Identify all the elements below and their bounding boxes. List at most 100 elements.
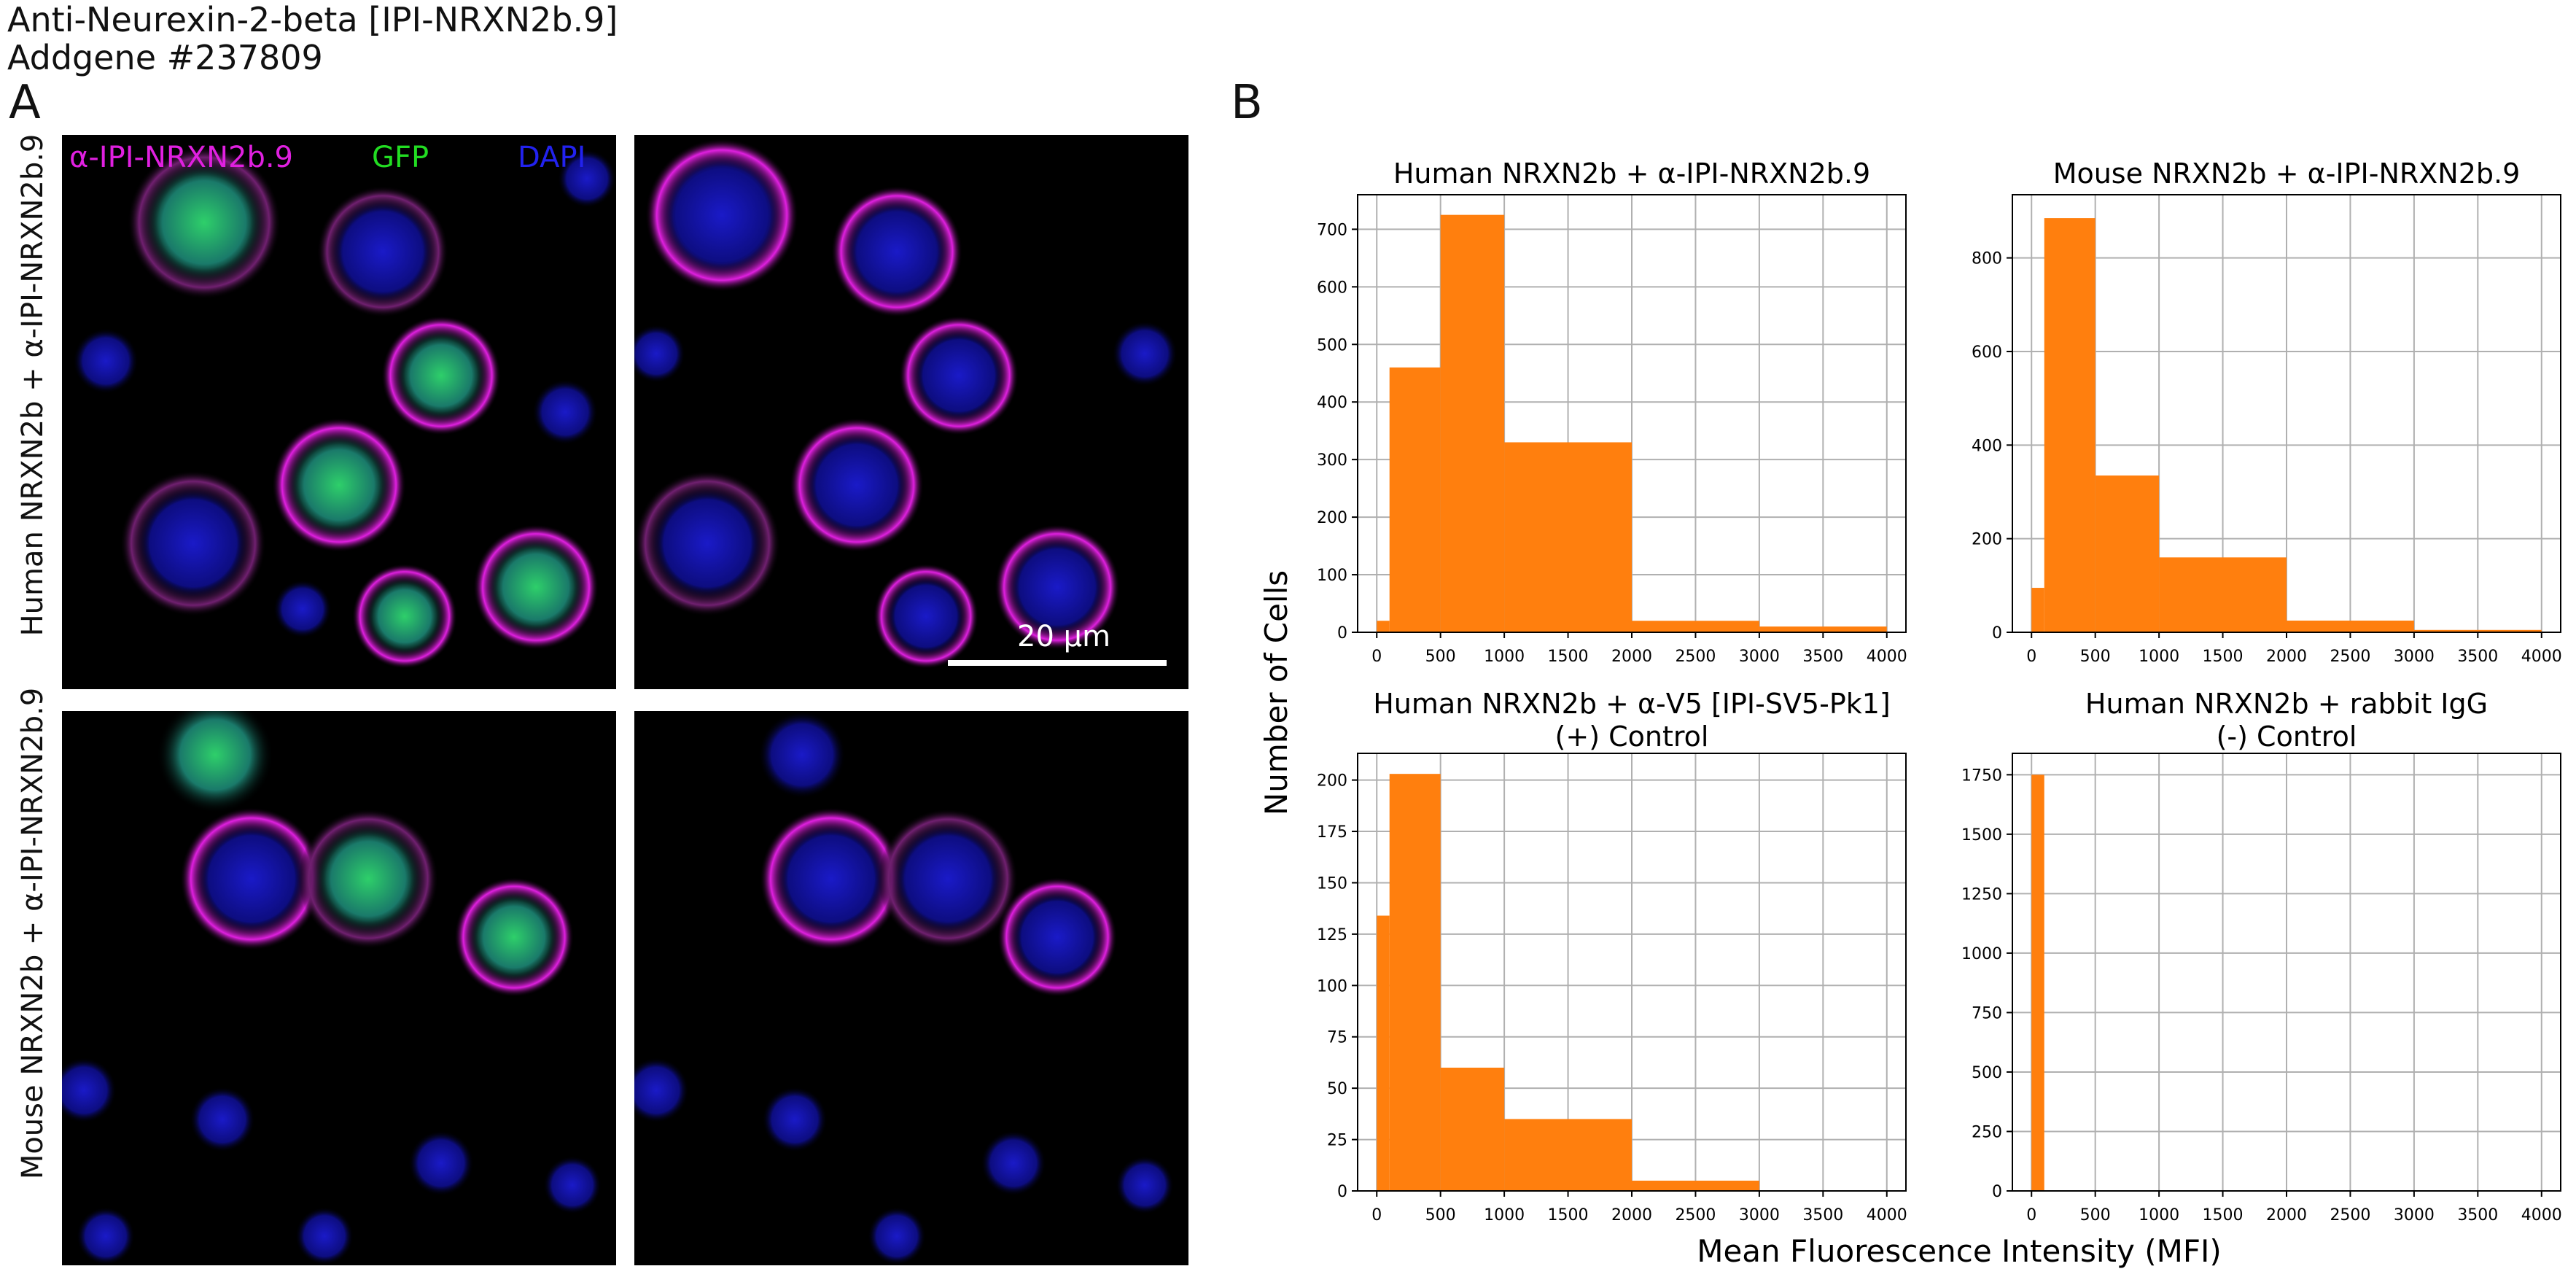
- histogram-bar: [2159, 557, 2287, 632]
- x-tick-label: 2500: [1675, 1206, 1716, 1224]
- histogram-bar: [1389, 774, 1441, 1191]
- x-tick-label: 0: [1371, 1206, 1382, 1224]
- channel-label-dapi: DAPI: [518, 141, 586, 174]
- x-tick-label: 1000: [2139, 648, 2179, 666]
- y-tick-label: 400: [1972, 437, 2002, 455]
- y-tick-label: 0: [1337, 1183, 1347, 1201]
- y-tick-label: 25: [1327, 1132, 1347, 1150]
- y-tick-label: 500: [1317, 336, 1347, 354]
- x-tick-label: 4000: [1867, 1206, 1907, 1224]
- x-tick-label: 3500: [2457, 648, 2498, 666]
- histogram-bar: [1377, 915, 1390, 1191]
- x-tick-label: 3500: [1802, 1206, 1843, 1224]
- x-tick-label: 2500: [2330, 1206, 2370, 1224]
- micrograph-image: [634, 139, 1178, 669]
- histogram-bar: [1389, 367, 1441, 632]
- y-tick-label: 0: [1992, 1183, 2002, 1201]
- y-tick-label: 600: [1972, 343, 2002, 362]
- x-tick-label: 500: [1425, 648, 1456, 666]
- x-tick-label: 3000: [2394, 1206, 2435, 1224]
- y-tick-label: 750: [1972, 1004, 2002, 1022]
- y-tick-label: 100: [1317, 567, 1347, 585]
- x-tick-label: 1000: [1484, 1206, 1525, 1224]
- x-tick-label: 1500: [2203, 648, 2244, 666]
- histogram-bar: [1632, 621, 1759, 632]
- micrograph-image: [634, 711, 1174, 1265]
- histogram-bar: [2413, 629, 2542, 632]
- histogram-bar: [2287, 620, 2414, 632]
- y-tick-label: 500: [1972, 1064, 2002, 1082]
- scale-bar-label: 20 µm: [1017, 620, 1111, 653]
- histogram-bar: [1504, 442, 1632, 632]
- x-tick-label: 1000: [2139, 1206, 2179, 1224]
- channel-label-gfp: GFP: [372, 141, 429, 174]
- chart-title: Human NRXN2b + α-IPI-NRXN2b.9: [1393, 158, 1870, 190]
- chart-title: Mouse NRXN2b + α-IPI-NRXN2b.9: [2053, 158, 2521, 190]
- histogram-bar: [1440, 1067, 1505, 1191]
- x-tick-label: 2500: [1675, 648, 1716, 666]
- histogram-bar: [1504, 1119, 1632, 1191]
- y-tick-label: 200: [1317, 772, 1347, 791]
- x-tick-label: 1000: [1484, 648, 1525, 666]
- y-tick-label: 150: [1317, 874, 1347, 893]
- chart-subtitle: (+) Control: [1555, 721, 1709, 753]
- x-tick-label: 4000: [1867, 648, 1907, 666]
- histogram-bar: [2031, 775, 2044, 1191]
- y-tick-label: 100: [1317, 977, 1347, 995]
- chart-title: Human NRXN2b + rabbit IgG: [2085, 688, 2488, 720]
- y-tick-label: 200: [1972, 531, 2002, 549]
- x-tick-label: 3000: [2394, 648, 2435, 666]
- micrograph-human-merged: α-IPI-NRXN2b.9 GFP DAPI: [62, 135, 616, 689]
- channel-label-ipi: α-IPI-NRXN2b.9: [69, 141, 293, 174]
- x-tick-label: 2000: [2266, 1206, 2307, 1224]
- chart-title: Human NRXN2b + α-V5 [IPI-SV5-Pk1]: [1373, 688, 1891, 720]
- x-tick-label: 2500: [2330, 648, 2370, 666]
- x-tick-label: 500: [2080, 648, 2111, 666]
- y-tick-label: 1750: [1961, 766, 2002, 785]
- figure-title: Anti-Neurexin-2-beta [IPI-NRXN2b.9]: [7, 0, 618, 39]
- histogram-bar: [1440, 214, 1505, 632]
- y-tick-label: 0: [1992, 624, 2002, 642]
- chart-subtitle: (-) Control: [2217, 721, 2357, 753]
- x-tick-label: 1500: [2203, 1206, 2244, 1224]
- y-tick-label: 0: [1337, 624, 1347, 642]
- y-tick-label: 175: [1317, 823, 1347, 842]
- panel-b-letter: B: [1231, 76, 1263, 130]
- y-tick-label: 1500: [1961, 826, 2002, 845]
- x-tick-label: 2000: [1611, 648, 1652, 666]
- shared-x-axis-label: Mean Fluorescence Intensity (MFI): [1697, 1233, 2222, 1269]
- x-tick-label: 3000: [1739, 648, 1780, 666]
- x-tick-label: 4000: [2521, 648, 2562, 666]
- shared-y-axis-label: Number of Cells: [1258, 570, 1294, 815]
- y-tick-label: 1250: [1961, 885, 2002, 904]
- x-tick-label: 500: [1425, 1206, 1456, 1224]
- y-tick-label: 75: [1327, 1029, 1347, 1047]
- x-tick-label: 0: [2026, 648, 2036, 666]
- x-tick-label: 2000: [2266, 648, 2307, 666]
- x-tick-label: 1500: [1548, 648, 1589, 666]
- micrograph-human-antibody: 20 µm: [634, 135, 1188, 689]
- y-tick-label: 125: [1317, 926, 1347, 944]
- x-tick-label: 3000: [1739, 1206, 1780, 1224]
- scale-bar: [948, 660, 1167, 666]
- x-tick-label: 0: [2026, 1206, 2036, 1224]
- x-tick-label: 4000: [2521, 1206, 2562, 1224]
- micrograph-mouse-antibody: [634, 711, 1188, 1265]
- y-tick-label: 800: [1972, 250, 2002, 268]
- panel-a-letter: A: [9, 76, 41, 130]
- micrograph-mouse-merged: [62, 711, 616, 1265]
- y-tick-label: 300: [1317, 451, 1347, 470]
- x-tick-label: 3500: [1802, 648, 1843, 666]
- histogram-bar: [2031, 588, 2044, 632]
- histogram-bar: [1377, 621, 1390, 632]
- x-tick-label: 0: [1371, 648, 1382, 666]
- x-tick-label: 500: [2080, 1206, 2111, 1224]
- histogram-bar: [2044, 218, 2096, 632]
- y-tick-label: 600: [1317, 279, 1347, 297]
- y-tick-label: 50: [1327, 1080, 1347, 1098]
- x-tick-label: 2000: [1611, 1206, 1652, 1224]
- x-tick-label: 1500: [1548, 1206, 1589, 1224]
- micrograph-image: [62, 711, 602, 1265]
- micrograph-image: [73, 146, 616, 669]
